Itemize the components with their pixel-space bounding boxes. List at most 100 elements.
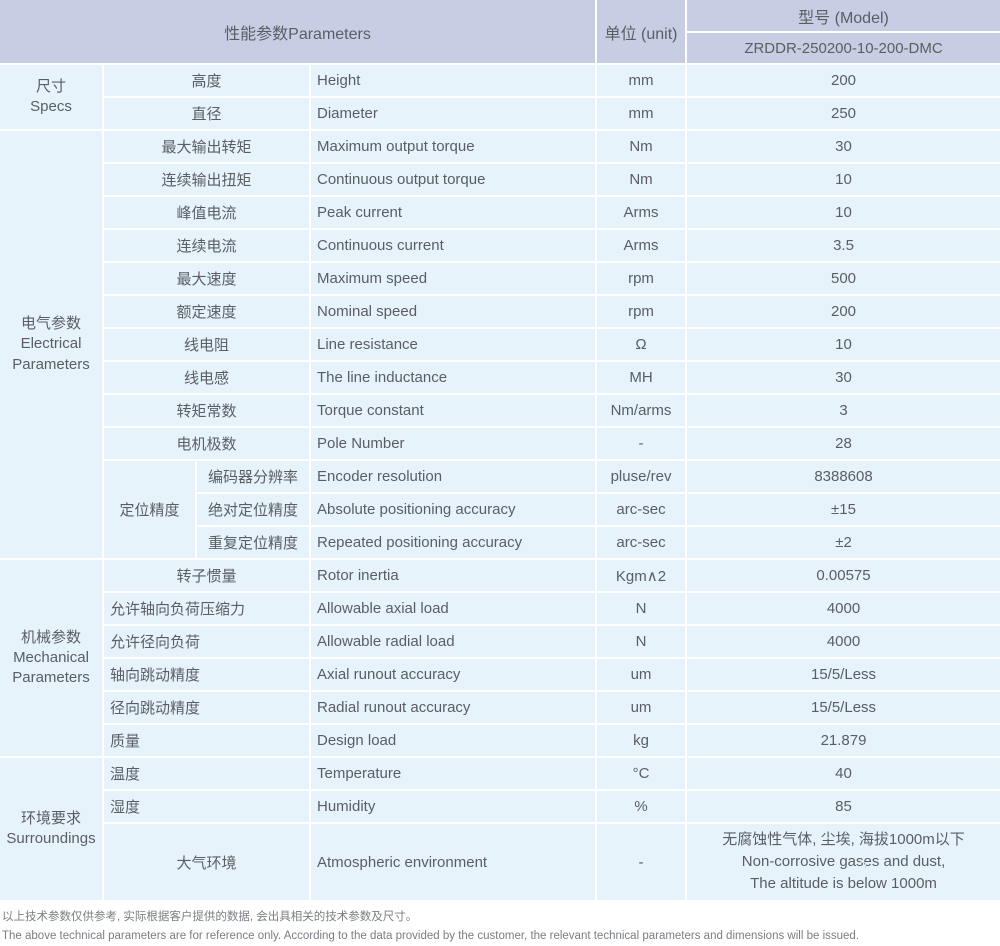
row-unit: °C bbox=[596, 757, 688, 791]
group-surroundings: 环境要求 Surroundings bbox=[0, 757, 104, 902]
row-value: 10 bbox=[686, 196, 1000, 230]
row-value: 40 bbox=[686, 757, 1000, 791]
row-label-en: Maximum output torque bbox=[310, 130, 598, 164]
group-mechanical: 机械参数 Mechanical Parameters bbox=[0, 559, 104, 758]
row-label-cn: 转矩常数 bbox=[103, 394, 311, 428]
row-label-cn: 最大速度 bbox=[103, 262, 311, 296]
row-label-en: Pole Number bbox=[310, 427, 598, 461]
row-value: 200 bbox=[686, 64, 1000, 98]
table-row: 重复定位精度 Repeated positioning accuracy arc… bbox=[0, 526, 1000, 560]
corner-mark-icon bbox=[858, 862, 866, 868]
header-parameters: 性能参数Parameters bbox=[0, 0, 598, 65]
row-value: 85 bbox=[686, 790, 1000, 824]
row-value: 无腐蚀性气体, 尘埃, 海拔1000m以下 Non-corrosive gase… bbox=[686, 823, 1000, 902]
row-value: 10 bbox=[686, 328, 1000, 362]
row-unit: kg bbox=[596, 724, 688, 758]
row-label-cn: 电机极数 bbox=[103, 427, 311, 461]
group-electrical-cn: 电气参数 bbox=[20, 315, 81, 333]
row-label-en: Encoder resolution bbox=[310, 460, 598, 494]
row-label-cn: 额定速度 bbox=[103, 295, 311, 329]
table-row: 允许轴向负荷压缩力 Allowable axial load N 4000 bbox=[0, 592, 1000, 626]
row-unit: Arms bbox=[596, 196, 688, 230]
row-value: 30 bbox=[686, 130, 1000, 164]
row-label-en: Absolute positioning accuracy bbox=[310, 493, 598, 527]
footer-note-cn: 以上技术参数仅供参考, 实际根据客户提供的数据, 会出具相关的技术参数及尺寸。 bbox=[2, 911, 418, 923]
row-unit: % bbox=[596, 790, 688, 824]
row-value: 4000 bbox=[686, 625, 1000, 659]
row-label-cn: 线电阻 bbox=[103, 328, 311, 362]
row-label-en: Allowable axial load bbox=[310, 592, 598, 626]
row-label-en: Torque constant bbox=[310, 394, 598, 428]
group-mechanical-cn: 机械参数 bbox=[20, 628, 81, 646]
row-value: 10 bbox=[686, 163, 1000, 197]
table-row: 线电阻 Line resistance Ω 10 bbox=[0, 328, 1000, 362]
row-unit: rpm bbox=[596, 295, 688, 329]
row-label-en: Temperature bbox=[310, 757, 598, 791]
row-label-cn: 温度 bbox=[103, 757, 311, 791]
row-value: 8388608 bbox=[686, 460, 1000, 494]
table-row: 径向跳动精度 Radial runout accuracy um 15/5/Le… bbox=[0, 691, 1000, 725]
row-label-cn: 湿度 bbox=[103, 790, 311, 824]
row-label-cn: 质量 bbox=[103, 724, 311, 758]
table-row: 连续电流 Continuous current Arms 3.5 bbox=[0, 229, 1000, 263]
row-label-cn: 线电感 bbox=[103, 361, 311, 395]
row-value: 4000 bbox=[686, 592, 1000, 626]
row-value: 0.00575 bbox=[686, 559, 1000, 593]
row-unit: um bbox=[596, 691, 688, 725]
row-label-en: Axial runout accuracy bbox=[310, 658, 598, 692]
group-specs: 尺寸 Specs bbox=[0, 64, 104, 131]
row-label-cn: 高度 bbox=[103, 64, 311, 98]
table-row: 绝对定位精度 Absolute positioning accuracy arc… bbox=[0, 493, 1000, 527]
table-row: 直径 Diameter mm 250 bbox=[0, 97, 1000, 131]
row-value-line-1: 无腐蚀性气体, 尘埃, 海拔1000m以下 bbox=[722, 831, 965, 849]
row-label-en: Line resistance bbox=[310, 328, 598, 362]
row-unit: arc-sec bbox=[596, 493, 688, 527]
row-value: 3 bbox=[686, 394, 1000, 428]
row-unit: Ω bbox=[596, 328, 688, 362]
row-label-cn: 直径 bbox=[103, 97, 311, 131]
footer-note-en: The above technical parameters are for r… bbox=[2, 929, 860, 942]
header-unit: 单位 (unit) bbox=[596, 0, 688, 65]
row-value: 28 bbox=[686, 427, 1000, 461]
table-row: 允许径向负荷 Allowable radial load N 4000 bbox=[0, 625, 1000, 659]
row-label-en: Rotor inertia bbox=[310, 559, 598, 593]
row-label-en: Peak current bbox=[310, 196, 598, 230]
header-model-label: 型号 (Model) bbox=[686, 0, 1000, 33]
row-label-en: Height bbox=[310, 64, 598, 98]
row-label-en: Repeated positioning accuracy bbox=[310, 526, 598, 560]
table-row: 尺寸 Specs 高度 Height mm 200 bbox=[0, 64, 1000, 131]
row-label-cn: 允许径向负荷 bbox=[103, 625, 311, 659]
row-unit: MH bbox=[596, 361, 688, 395]
table-row: 线电感 The line inductance MH 30 bbox=[0, 361, 1000, 395]
table-row: 机械参数 Mechanical Parameters 转子惯量 Rotor iner… bbox=[0, 559, 1000, 758]
row-unit: Kgm∧2 bbox=[596, 559, 688, 593]
group-mechanical-en-1: Mechanical bbox=[13, 648, 89, 666]
table-row: 环境要求 Surroundings 温度 Temperature °C 40 bbox=[0, 757, 1000, 902]
row-value: 15/5/Less bbox=[686, 658, 1000, 692]
table-row: 大气环境 Atmospheric environment - 无腐蚀性气体, 尘… bbox=[0, 823, 1000, 902]
group-surroundings-cn: 环境要求 bbox=[20, 809, 81, 827]
footer-note: 以上技术参数仅供参考, 实际根据客户提供的数据, 会出具相关的技术参数及尺寸。 … bbox=[0, 902, 1000, 946]
row-label-en: Nominal speed bbox=[310, 295, 598, 329]
row-unit: Nm/arms bbox=[596, 394, 688, 428]
row-value: 500 bbox=[686, 262, 1000, 296]
row-label-cn: 转子惯量 bbox=[103, 559, 311, 593]
table-row: 电机极数 Pole Number - 28 bbox=[0, 427, 1000, 461]
row-value: 21.879 bbox=[686, 724, 1000, 758]
group-surroundings-en: Surroundings bbox=[6, 830, 96, 847]
row-unit: rpm bbox=[596, 262, 688, 296]
row-label-cn: 连续输出扭矩 bbox=[103, 163, 311, 197]
row-label-cn: 最大输出转矩 bbox=[103, 130, 311, 164]
row-label-cn: 允许轴向负荷压缩力 bbox=[103, 592, 311, 626]
table-header-row: 性能参数Parameters 单位 (unit) 型号 (Model) bbox=[0, 0, 1000, 65]
row-value: 30 bbox=[686, 361, 1000, 395]
row-value: ±2 bbox=[686, 526, 1000, 560]
row-unit: pluse/rev bbox=[596, 460, 688, 494]
group-electrical-en-2: Parameters bbox=[12, 355, 90, 373]
header-model-value: ZRDDR-250200-10-200-DMC bbox=[686, 32, 1000, 65]
table-row: 电气参数 Electrical Parameters 最大输出转矩 Maximum … bbox=[0, 130, 1000, 560]
row-value: ±15 bbox=[686, 493, 1000, 527]
group-electrical: 电气参数 Electrical Parameters bbox=[0, 130, 104, 560]
row-label-cn: 编码器分辨率 bbox=[196, 460, 311, 494]
row-unit: mm bbox=[596, 97, 688, 131]
